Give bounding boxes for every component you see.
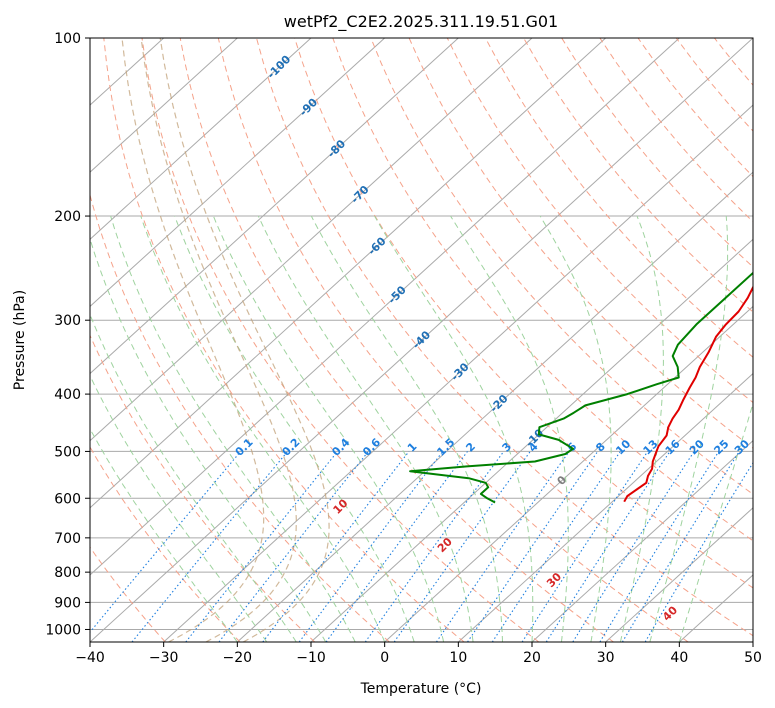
y-tick-label: 900	[54, 595, 81, 611]
temperature-trace	[623, 285, 753, 503]
mixing-ratio-line	[545, 451, 671, 642]
mixing-ratio-line	[521, 451, 649, 642]
moist-adiabat-line	[619, 215, 664, 642]
y-tick-label: 600	[54, 491, 81, 507]
dry-adiabat-line	[446, 38, 753, 404]
dry-adiabat-line	[408, 38, 753, 449]
isotherm-line	[90, 38, 533, 442]
mixing-ratio-line	[393, 451, 531, 642]
theta-e-line	[121, 38, 265, 642]
y-tick-label: 400	[54, 387, 81, 403]
mixing-ratio-line	[435, 451, 570, 642]
y-tick-label: 300	[54, 313, 81, 329]
isotherm-line	[236, 171, 753, 642]
mixing-ratio-line	[491, 451, 621, 642]
dewpoint-trace	[409, 271, 753, 504]
y-tick-label: 1000	[45, 622, 81, 638]
theta-e-line	[159, 38, 330, 642]
moist-adiabat-line	[90, 237, 327, 642]
y-axis-label: Pressure (hPa)	[12, 290, 28, 390]
x-tick-label: −10	[296, 650, 326, 666]
y-tick-label: 200	[54, 209, 81, 225]
mixing-ratio-line	[467, 451, 599, 642]
theta-e-line	[140, 38, 297, 642]
mixing-ratio-line	[599, 451, 720, 642]
axis-ticks: −40 −30 −20 −10 0 10 20 30 40 50 100 200 300 400 500 60…	[45, 31, 762, 666]
isotherm-line	[90, 38, 238, 173]
isotherm-line	[90, 38, 386, 308]
isotherm-line	[90, 38, 753, 642]
mixing-ratio-line	[325, 451, 468, 642]
isotherm-line	[605, 507, 753, 642]
isotherm-line	[90, 38, 607, 509]
dry-adiabat-line	[103, 38, 465, 642]
plot-frame	[89, 37, 754, 643]
moist-adiabat-line	[374, 215, 534, 642]
isotherm-line	[90, 38, 312, 241]
mixing-ratio-line	[262, 451, 410, 642]
dry-adiabat-line	[370, 38, 753, 495]
moist-adiabat-line	[310, 215, 503, 642]
moist-adiabat-line	[450, 215, 569, 642]
dry-adiabat-line	[217, 38, 689, 642]
moist-adiabat-line	[257, 215, 474, 642]
dry-adiabat-line	[523, 38, 753, 313]
dry-adiabat-line	[484, 38, 753, 358]
chart-title: wetPf2_C2E2.2025.311.19.51.G01	[284, 12, 558, 32]
isotherm-line	[384, 305, 753, 642]
x-tick-label: 50	[744, 650, 762, 666]
dry-adiabat-line	[294, 38, 753, 589]
x-tick-label: 0	[380, 650, 389, 666]
mixing-ratio-line	[364, 451, 505, 642]
dry-adiabat-line	[256, 38, 753, 637]
mixing-ratio-line	[298, 451, 444, 642]
x-tick-label: 20	[523, 650, 541, 666]
isotherm-line	[90, 38, 459, 375]
x-tick-label: −30	[149, 650, 179, 666]
mixing-ratio-line	[185, 451, 339, 642]
background-lines	[90, 38, 753, 642]
profile-traces	[409, 271, 753, 504]
mixing-ratio-line	[572, 451, 695, 642]
isotherm-line	[90, 38, 680, 576]
y-tick-label: 800	[54, 565, 81, 581]
mixing-ratio-line	[90, 451, 242, 633]
moist-adiabat-line	[110, 215, 356, 642]
moist-adiabat-line	[90, 374, 268, 642]
y-tick-label: 100	[54, 31, 81, 47]
moist-adiabat-line	[212, 215, 445, 642]
mixing-ratio-line	[621, 451, 740, 642]
dry-adiabat-line	[141, 38, 540, 642]
isotherm-line	[163, 104, 753, 642]
x-axis-label: Temperature (°C)	[360, 681, 482, 697]
moist-adiabat-line	[90, 313, 297, 642]
y-tick-label: 700	[54, 531, 81, 547]
dry-adiabat-line	[90, 193, 390, 642]
isotherm-line	[310, 238, 753, 642]
moist-adiabat-line	[140, 215, 386, 642]
x-tick-label: 10	[449, 650, 467, 666]
x-tick-label: 30	[597, 650, 615, 666]
dry-adiabat-line	[332, 38, 753, 542]
y-tick-label: 500	[54, 444, 81, 460]
x-tick-label: −40	[75, 650, 105, 666]
isotherm-line	[457, 372, 753, 642]
x-tick-label: −20	[223, 650, 253, 666]
x-tick-label: 40	[670, 650, 688, 666]
isotherm-line	[531, 439, 753, 642]
dry-adiabat-line	[179, 38, 614, 642]
moist-adiabat-line	[539, 215, 612, 642]
dry-adiabat-line	[90, 546, 166, 642]
mixing-ratio-line	[131, 451, 289, 642]
moist-adiabat-line	[90, 427, 238, 642]
